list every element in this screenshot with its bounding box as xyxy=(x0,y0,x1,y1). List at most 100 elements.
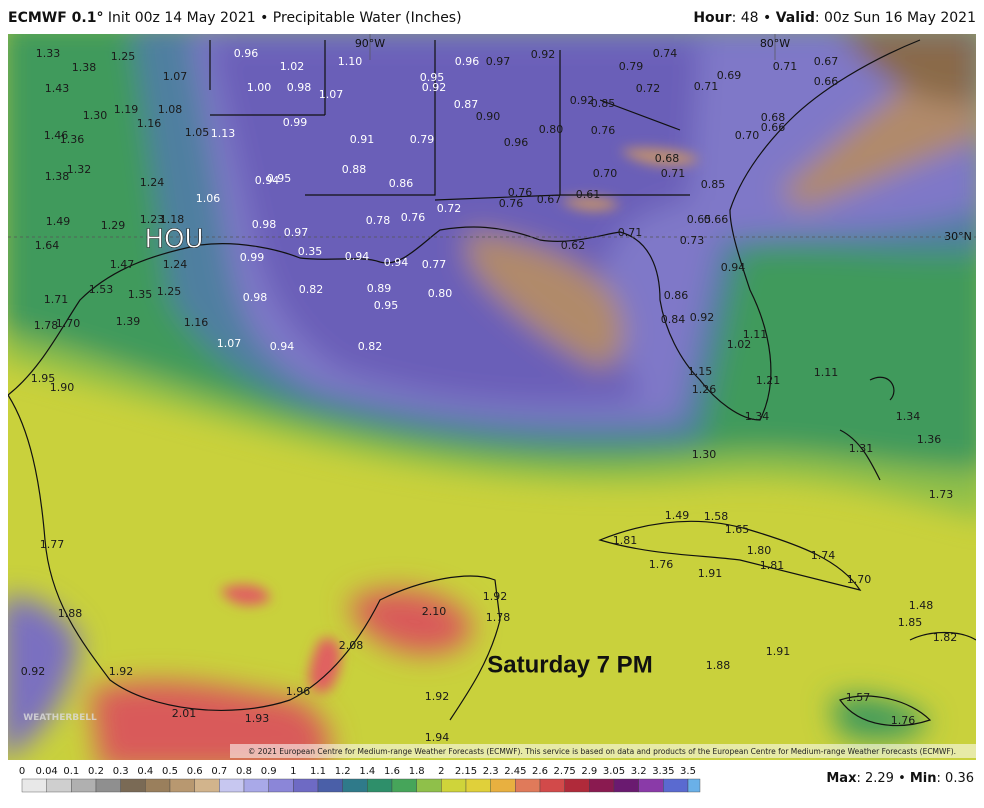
colorbar-tick-label: 1.4 xyxy=(359,766,375,777)
colorbar-swatch xyxy=(539,778,565,793)
value-label: 0.85 xyxy=(701,178,726,191)
value-label: 0.69 xyxy=(717,69,742,82)
value-label: 1.70 xyxy=(847,573,872,586)
value-label: 0.99 xyxy=(283,116,308,129)
run-info: Init 00z 14 May 2021 • Precipitable Wate… xyxy=(103,10,462,26)
value-label: 1.92 xyxy=(483,590,508,603)
value-label: 1.11 xyxy=(814,366,839,379)
value-label: 1.24 xyxy=(163,258,188,271)
min: : 0.36 xyxy=(936,771,974,786)
colorbar-tick-label: 0.04 xyxy=(36,766,58,777)
value-label: 0.86 xyxy=(389,177,414,190)
colorbar-swatch xyxy=(564,778,590,793)
colorbar-swatch xyxy=(21,778,47,793)
value-label: 1.38 xyxy=(45,170,70,183)
value-label: 1.78 xyxy=(486,611,511,624)
colorbar-tick-label: 0.7 xyxy=(211,766,227,777)
value-label: 1.36 xyxy=(60,133,85,146)
value-label: 1.96 xyxy=(286,685,311,698)
colorbar-tick-label: 0.3 xyxy=(113,766,129,777)
value-label: 1.46 xyxy=(44,129,69,142)
colorbar-swatch xyxy=(194,778,220,793)
value-label: 1.34 xyxy=(896,410,921,423)
hour: : 48 • xyxy=(731,10,776,26)
value-label: 0.98 xyxy=(287,81,312,94)
value-label: 0.68 xyxy=(655,152,680,165)
colorbar-swatch xyxy=(367,778,393,793)
value-label: 0.95 xyxy=(267,172,292,185)
value-label: 1.08 xyxy=(158,103,183,116)
value-label: 1.91 xyxy=(766,645,791,658)
colorbar-tick-label: 1.1 xyxy=(310,766,326,777)
value-label: 0.67 xyxy=(537,193,562,206)
value-label: 1.30 xyxy=(83,109,108,122)
colorbar-swatch xyxy=(515,778,541,793)
value-label: 0.95 xyxy=(420,71,445,84)
value-label: 1.65 xyxy=(725,523,750,536)
hour-label: Hour xyxy=(693,10,732,26)
value-label: 0.61 xyxy=(576,188,601,201)
colorbar-swatch xyxy=(120,778,146,793)
value-label: 0.94 xyxy=(270,340,295,353)
value-label: 0.91 xyxy=(350,133,375,146)
value-label: 1.05 xyxy=(185,126,210,139)
value-label: 1.06 xyxy=(196,192,221,205)
value-label: 1.94 xyxy=(425,731,450,744)
colorbar-tick-label: 0.5 xyxy=(162,766,178,777)
value-label: 1.81 xyxy=(760,559,785,572)
lon-label: 80°W xyxy=(760,37,790,50)
colorbar-tick-label: 3.05 xyxy=(603,766,625,777)
value-label: 1.16 xyxy=(137,117,162,130)
value-label: 1.82 xyxy=(933,631,958,644)
colorbar-swatch xyxy=(243,778,269,793)
value-label: 0.90 xyxy=(476,110,501,123)
value-label: 1.92 xyxy=(109,665,134,678)
value-label: 1.23 xyxy=(140,213,165,226)
value-label: 0.96 xyxy=(234,47,259,60)
value-label: 0.62 xyxy=(561,239,586,252)
value-label: 0.94 xyxy=(721,261,746,274)
colorbar-swatch xyxy=(293,778,319,793)
value-label: 1.07 xyxy=(163,70,188,83)
value-label: 0.66 xyxy=(814,75,839,88)
colorbar-tick-label: 2.45 xyxy=(504,766,526,777)
copyright: © 2021 European Centre for Medium-range … xyxy=(248,747,956,756)
value-label: 1.77 xyxy=(40,538,65,551)
colorbar-swatch xyxy=(317,778,343,793)
value-label: 1.33 xyxy=(36,47,61,60)
value-label: 0.92 xyxy=(422,81,447,94)
colorbar-tick-label: 3.2 xyxy=(631,766,647,777)
coastlines xyxy=(8,39,976,727)
value-label: 1.76 xyxy=(649,558,674,571)
colorbar-tick-label: 2.9 xyxy=(581,766,597,777)
value-label: 0.84 xyxy=(661,313,686,326)
value-label: 1.39 xyxy=(116,315,141,328)
value-label: 0.82 xyxy=(299,283,324,296)
value-label: 1.34 xyxy=(745,410,770,423)
value-label: 2.01 xyxy=(172,707,197,720)
value-label: 0.86 xyxy=(664,289,689,302)
value-label: 0.73 xyxy=(680,234,705,247)
value-label: 1.26 xyxy=(692,383,717,396)
value-label: 1.71 xyxy=(44,293,69,306)
value-label: 1.02 xyxy=(280,60,305,73)
value-label: 0.76 xyxy=(508,186,533,199)
value-label: 1.31 xyxy=(849,442,874,455)
value-label: 1.49 xyxy=(46,215,71,228)
colorbar-tick-label: 3.35 xyxy=(652,766,674,777)
value-label: 0.80 xyxy=(539,123,564,136)
copyright-bg xyxy=(230,744,976,758)
value-label: 1.25 xyxy=(111,50,136,63)
value-label: 1.88 xyxy=(58,607,83,620)
value-label: 0.97 xyxy=(284,226,309,239)
value-label: 0.92 xyxy=(690,311,715,324)
field xyxy=(8,34,976,760)
colorbar-tick-label: 1.8 xyxy=(409,766,425,777)
value-label: 1.13 xyxy=(211,127,236,140)
value-label: 1.36 xyxy=(917,433,942,446)
value-label: 1.07 xyxy=(319,88,344,101)
value-label: 1.24 xyxy=(140,176,165,189)
value-label: 1.02 xyxy=(727,338,752,351)
value-label: 1.48 xyxy=(909,599,934,612)
